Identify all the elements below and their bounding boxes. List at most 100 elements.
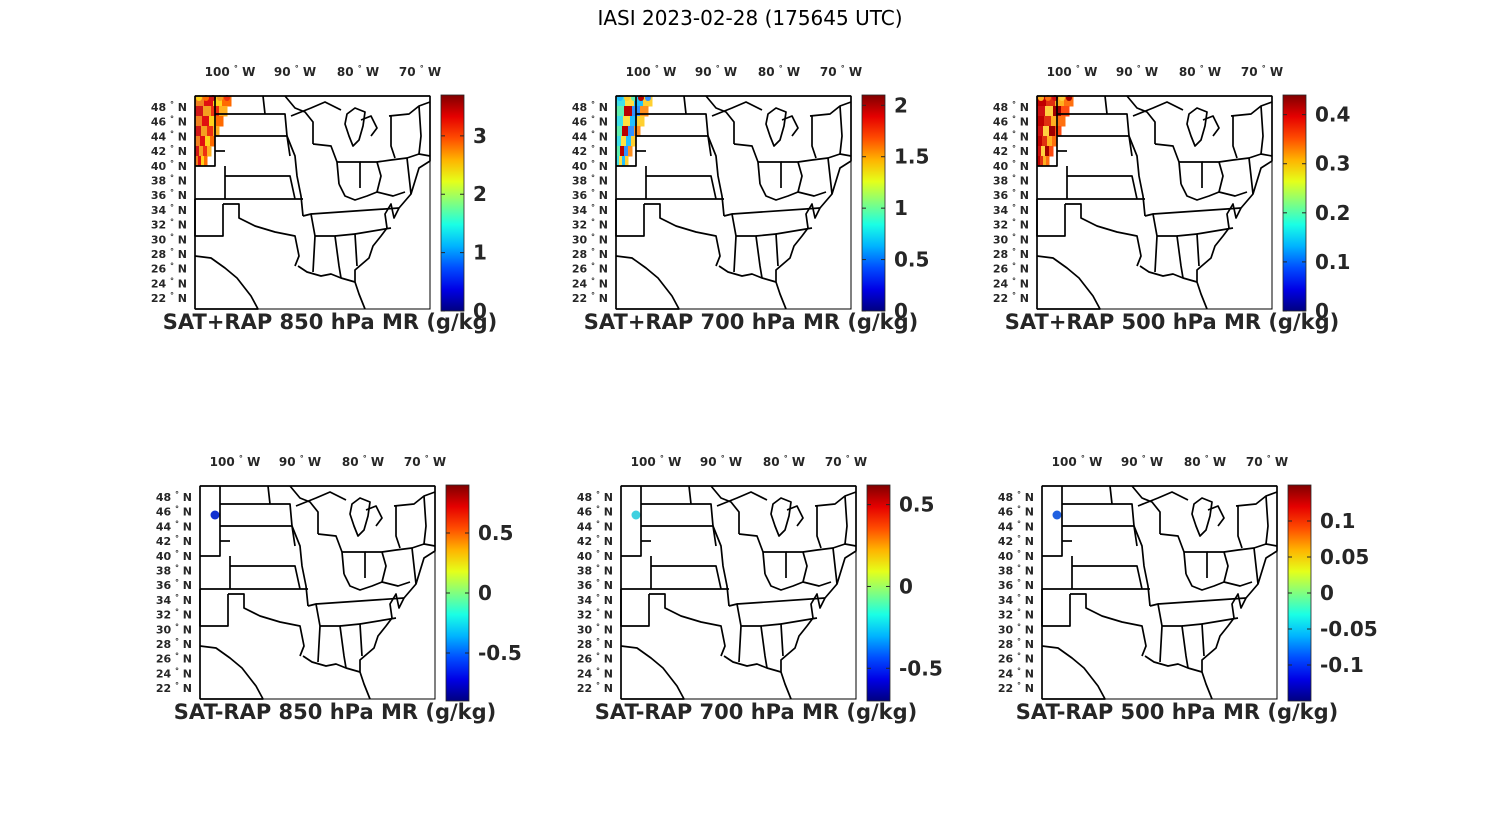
- map-panel-sat-rap-sum-850: 100 ° W 90 ° W 80 ° W 70 ° W 48 ° N 46 ° N 44 …: [140, 62, 560, 362]
- swath-cell: [1046, 96, 1056, 107]
- state-boundary: [711, 101, 763, 117]
- state-boundary: [1144, 213, 1158, 273]
- lon-label-80: 80 ° W: [337, 64, 379, 79]
- state-boundary: [395, 506, 401, 549]
- lon-label-100: 100 ° W: [1047, 64, 1098, 79]
- state-boundary: [1104, 95, 1108, 115]
- map-panel-sat-rap-diff-500: 100 ° W 90 ° W 80 ° W 70 ° W 48 ° N 46 ° N 44 …: [987, 452, 1407, 752]
- state-boundary: [284, 95, 314, 144]
- retrieval-footprint: [631, 510, 641, 520]
- lat-label-36: 36 ° N: [998, 578, 1034, 592]
- lat-label-38: 38 ° N: [156, 564, 192, 578]
- state-boundary: [683, 95, 687, 115]
- state-boundary: [1201, 486, 1278, 700]
- state-boundary: [388, 101, 431, 117]
- swath-cell: [1042, 136, 1048, 147]
- colorbar-tick-label: 0: [894, 299, 908, 323]
- map-frame: [620, 485, 857, 700]
- state-boundary: [406, 157, 412, 195]
- state-boundary: [354, 227, 392, 235]
- state-boundary: [418, 105, 422, 155]
- lat-label-40: 40 ° N: [993, 159, 1029, 173]
- lat-label-22: 22 ° N: [156, 681, 192, 695]
- state-boundary: [1202, 115, 1220, 137]
- swath-cell: [619, 156, 623, 167]
- colorbar-tick-label: 0: [1320, 581, 1334, 605]
- state-boundary: [423, 495, 427, 545]
- state-boundary: [359, 617, 397, 625]
- state-boundary: [710, 485, 740, 534]
- swath-cell: [195, 156, 199, 167]
- state-boundary: [267, 485, 271, 505]
- state-boundary: [1062, 503, 1135, 527]
- lat-label-46: 46 ° N: [156, 505, 192, 519]
- lat-label-36: 36 ° N: [151, 188, 187, 202]
- lat-label-28: 28 ° N: [577, 637, 613, 651]
- swath-cell: [625, 96, 635, 107]
- state-boundary: [302, 655, 361, 673]
- state-boundary: [802, 581, 832, 587]
- lat-label-48: 48 ° N: [577, 490, 613, 504]
- state-boundary: [780, 486, 857, 700]
- swath-cell: [195, 126, 202, 137]
- lat-label-46: 46 ° N: [993, 115, 1029, 129]
- state-boundary: [376, 191, 406, 197]
- state-boundary: [1065, 203, 1142, 267]
- swath-cell: [1049, 126, 1056, 137]
- state-boundary: [381, 581, 411, 587]
- panel-title: SAT-RAP 850 hPa MR (g/kg): [173, 700, 497, 724]
- lon-label-70: 70 ° W: [825, 454, 867, 469]
- state-boundary: [1253, 547, 1259, 585]
- lat-label-40: 40 ° N: [998, 549, 1034, 563]
- state-boundary: [816, 506, 822, 549]
- state-boundary: [1131, 485, 1161, 534]
- colorbar-tick-label: 0: [478, 581, 492, 605]
- state-boundary: [320, 625, 347, 669]
- lon-label-100: 100 ° W: [1052, 454, 1103, 469]
- lat-label-38: 38 ° N: [993, 174, 1029, 188]
- map-plot: 100 ° W 90 ° W 80 ° W 70 ° W 48 ° N46 ° N44 …: [572, 64, 930, 323]
- lat-label-38: 38 ° N: [998, 564, 1034, 578]
- map-plot: 100 ° W 90 ° W 80 ° W 70 ° W 48 ° N46 ° N44 …: [577, 454, 943, 702]
- lon-label-70: 70 ° W: [404, 454, 446, 469]
- state-boundary: [1260, 105, 1264, 155]
- lon-label-90: 90 ° W: [1116, 64, 1158, 79]
- lat-label-26: 26 ° N: [993, 262, 1029, 276]
- swath-cell: [616, 96, 626, 107]
- lat-label-28: 28 ° N: [998, 637, 1034, 651]
- lat-label-22: 22 ° N: [998, 681, 1034, 695]
- lat-label-30: 30 ° N: [156, 622, 192, 636]
- state-boundary: [1180, 183, 1220, 201]
- lat-label-48: 48 ° N: [151, 100, 187, 114]
- map-plot: 100 ° W 90 ° W 80 ° W 70 ° W 48 ° N46 ° N44 …: [993, 64, 1351, 323]
- swath-cell: [1043, 126, 1050, 137]
- swath-cell: [1037, 146, 1042, 157]
- map-frame: [615, 95, 852, 310]
- state-boundary: [411, 547, 417, 585]
- state-boundary: [731, 207, 821, 215]
- lat-label-24: 24 ° N: [151, 276, 187, 290]
- colorbar: [440, 94, 465, 312]
- lat-label-32: 32 ° N: [156, 608, 192, 622]
- swath-cell: [1040, 156, 1044, 167]
- swath-cell: [616, 146, 621, 157]
- state-boundary: [1159, 533, 1187, 575]
- state-boundary: [736, 597, 826, 605]
- conus-map: [1036, 95, 1273, 310]
- state-boundary: [1128, 135, 1146, 217]
- state-boundary: [291, 525, 309, 607]
- colorbar-tick-label: 0.5: [899, 493, 934, 517]
- state-boundary: [315, 235, 342, 279]
- state-boundary: [310, 207, 400, 215]
- map-plot: 100 ° W 90 ° W 80 ° W 70 ° W 48 ° N46 ° N44 …: [151, 64, 487, 323]
- state-boundary: [225, 175, 296, 200]
- swath-cell: [219, 106, 228, 117]
- state-boundary: [644, 203, 721, 267]
- lon-label-80: 80 ° W: [342, 454, 384, 469]
- state-boundary: [1157, 597, 1247, 605]
- map-panel-sat-rap-diff-850: 100 ° W 90 ° W 80 ° W 70 ° W 48 ° N 46 ° N 44 …: [145, 452, 565, 752]
- conus-map: [620, 485, 857, 700]
- state-boundary: [286, 135, 304, 217]
- state-boundary: [764, 573, 804, 591]
- state-boundary: [1202, 161, 1224, 193]
